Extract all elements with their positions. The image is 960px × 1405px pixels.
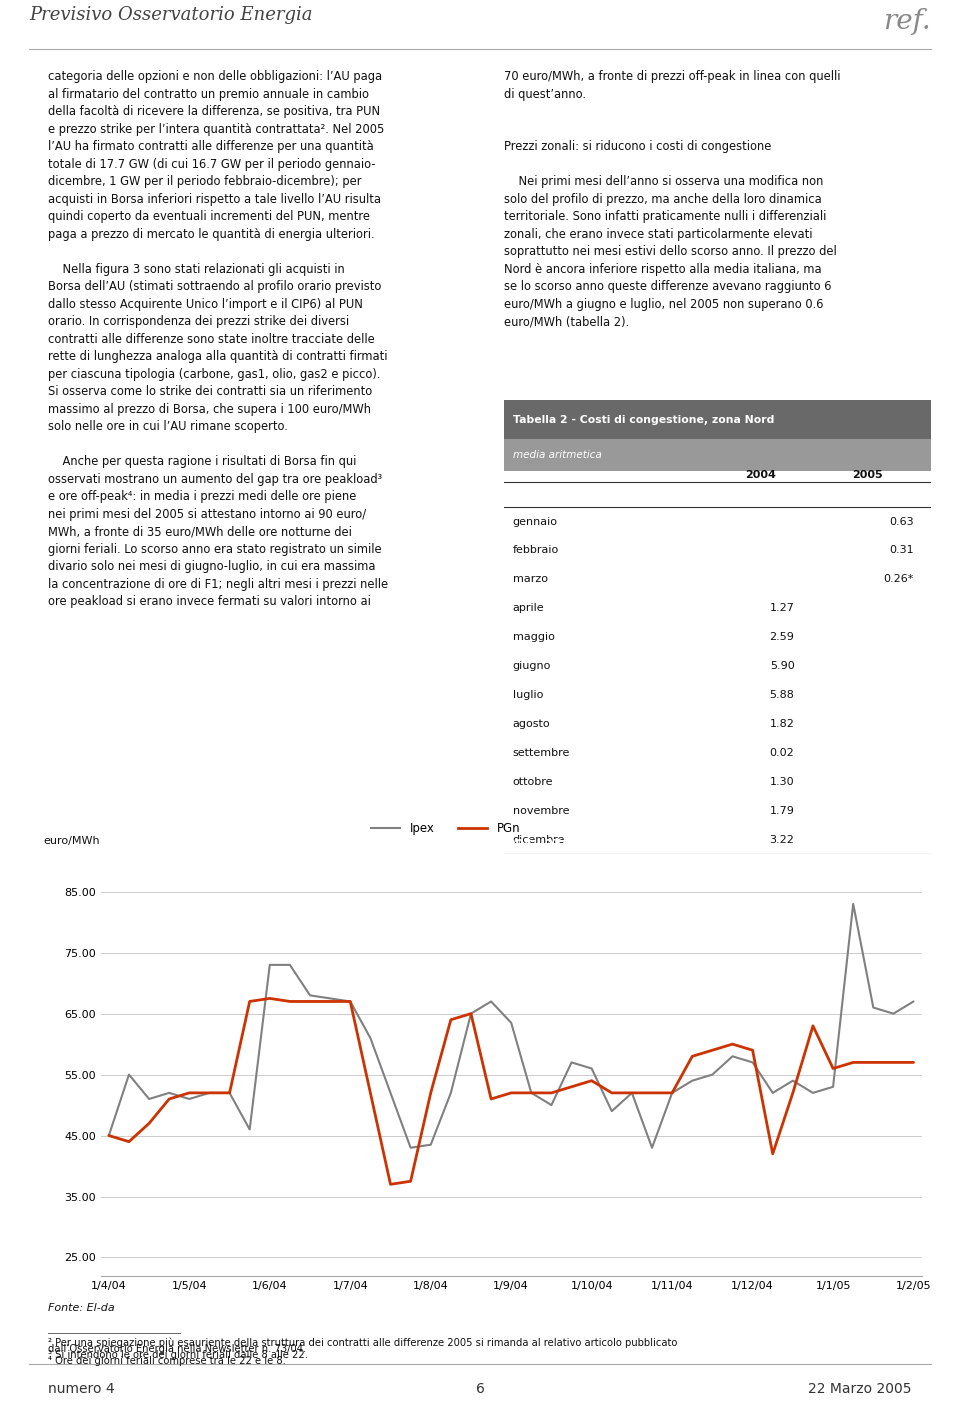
Text: ⁴ Ore dei giorni feriali comprese tra le 22 e le 8.: ⁴ Ore dei giorni feriali comprese tra le… <box>48 1356 286 1366</box>
Text: luglio: luglio <box>513 690 543 700</box>
Text: 0.63: 0.63 <box>890 517 914 527</box>
Text: ³ Si intendono le ore dei giorni feriali dalle 8 alle 22.: ³ Si intendono le ore dei giorni feriali… <box>48 1350 308 1360</box>
Text: 2004: 2004 <box>745 471 776 481</box>
Text: dall’Osservatorio Energia nella Newsletter n. 73/04.: dall’Osservatorio Energia nella Newslett… <box>48 1343 306 1354</box>
Text: febbraio: febbraio <box>513 545 559 555</box>
Text: 1.82: 1.82 <box>770 719 795 729</box>
Bar <box>504 400 931 438</box>
Text: settembre: settembre <box>513 747 570 757</box>
Text: gennaio: gennaio <box>513 517 558 527</box>
Text: 1.27: 1.27 <box>770 603 795 614</box>
Text: aprile: aprile <box>513 603 544 614</box>
Text: 0.02: 0.02 <box>770 747 795 757</box>
Text: Fonte: GME: Fonte: GME <box>504 903 564 913</box>
Text: media aritmetica: media aritmetica <box>513 450 601 459</box>
Text: 1.79: 1.79 <box>770 806 795 816</box>
Text: 2005: 2005 <box>852 471 882 481</box>
Text: 0.31: 0.31 <box>890 545 914 555</box>
Text: novembre: novembre <box>513 806 569 816</box>
Text: maggio: maggio <box>513 632 555 642</box>
Text: ottobre: ottobre <box>513 777 553 787</box>
Text: 2.59: 2.59 <box>770 632 795 642</box>
Text: *Valore al 15/3/05: *Valore al 15/3/05 <box>504 873 598 882</box>
Text: dicembre: dicembre <box>513 835 564 844</box>
Text: 1.30: 1.30 <box>770 777 795 787</box>
Text: ² Per una spiegazione più esauriente della struttura dei contratti alle differen: ² Per una spiegazione più esauriente del… <box>48 1338 678 1347</box>
Text: agosto: agosto <box>513 719 550 729</box>
Text: 0.26*: 0.26* <box>884 575 914 584</box>
Text: Fonte: El-da: Fonte: El-da <box>48 1302 115 1314</box>
Bar <box>504 438 931 471</box>
Text: 3.22: 3.22 <box>770 835 795 844</box>
Text: 70 euro/MWh, a fronte di prezzi off-peak in linea con quelli
di quest’anno.


Pr: 70 euro/MWh, a fronte di prezzi off-peak… <box>504 70 841 329</box>
Text: giugno: giugno <box>513 662 551 672</box>
Text: 22 Marzo 2005: 22 Marzo 2005 <box>808 1383 912 1397</box>
Text: euro/MWh: euro/MWh <box>43 836 100 846</box>
Text: 5.90: 5.90 <box>770 662 795 672</box>
Text: 5.88: 5.88 <box>770 690 795 700</box>
Text: 6: 6 <box>475 1383 485 1397</box>
Text: Figura 2 - Prezzi medi settimanali, ponderati per il fabbisogno 1/4/2004 - 27/2/: Figura 2 - Prezzi medi settimanali, pond… <box>57 839 611 851</box>
Text: Previsivo Osservatorio Energia: Previsivo Osservatorio Energia <box>29 6 312 24</box>
Text: Tabella 2 - Costi di congestione, zona Nord: Tabella 2 - Costi di congestione, zona N… <box>513 414 774 424</box>
Legend: Ipex, PGn: Ipex, PGn <box>366 818 525 840</box>
Text: categoria delle opzioni e non delle obbligazioni: l’AU paga
al firmatario del co: categoria delle opzioni e non delle obbl… <box>48 70 388 608</box>
Text: numero 4: numero 4 <box>48 1383 114 1397</box>
Text: marzo: marzo <box>513 575 547 584</box>
Text: ref.: ref. <box>883 8 931 35</box>
